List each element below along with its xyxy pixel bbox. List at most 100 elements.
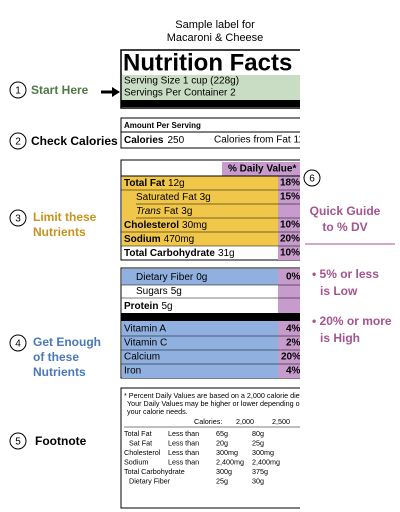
footnote-line: * Percent Daily Values are based on a 2,…: [124, 391, 304, 400]
serving-shade: [122, 75, 300, 100]
footnote-cell: Total Fat: [124, 429, 152, 438]
vitamin-dv: 20%: [281, 352, 301, 363]
callout-circle: [9, 209, 27, 227]
callout-circle: [9, 81, 27, 99]
footnote-cell: Dietary Fiber: [129, 476, 171, 485]
nutrient-name: Total Fat: [124, 178, 166, 189]
nutrient-name-italic: Trans: [136, 206, 161, 217]
header-line: Sample label for: [175, 19, 255, 31]
guide-text: • 5% or less: [312, 267, 379, 281]
callout-text: Quick Guide: [310, 204, 381, 218]
guide-text: • 20% or more: [312, 314, 392, 328]
nutrient-name: Fat: [164, 206, 179, 217]
callout-text: Limit these: [33, 210, 97, 224]
guide-text: is High: [320, 331, 360, 345]
nutrient-amount: 31g: [218, 248, 235, 259]
nutrient-amount: 0g: [196, 272, 207, 283]
footnote-cell: Less than: [168, 429, 199, 438]
nutrient-name: Protein: [124, 301, 158, 312]
vitamin-name: Vitamin C: [124, 338, 167, 349]
footnote-cell: 80g: [252, 429, 264, 438]
vitamin-name: Calcium: [124, 352, 160, 363]
nutrient-dv: 10%: [280, 220, 300, 231]
footnote-cell: Total Carbohydrate: [124, 467, 185, 476]
dv-header: % Daily Value*: [228, 164, 296, 175]
vitamin-dv: 4%: [286, 366, 301, 377]
amount-per-serving: Amount Per Serving: [124, 121, 201, 130]
footnote-cell: 65g: [216, 429, 228, 438]
nutrient-dv: 10%: [280, 248, 300, 259]
section-box: [120, 387, 300, 509]
nutrient-row: Trans Fat 3g: [136, 206, 192, 217]
nutrient-amount: 3g: [181, 206, 192, 217]
serving-size: Serving Size 1 cup (228g): [124, 76, 239, 87]
callout: 6 Quick Guide to % DV • 5% or less is Lo…: [303, 169, 395, 345]
nutrient-dv: 20%: [280, 234, 300, 245]
footnote-header: Calories:: [194, 417, 222, 426]
footnote-cell: Sodium: [124, 457, 148, 466]
nutrient-row: Cholesterol 30mg: [124, 220, 207, 231]
section-box: [120, 117, 300, 149]
callout-circle: [9, 432, 27, 450]
callout-number: 3: [15, 214, 21, 225]
callout-text: Start Here: [31, 83, 89, 97]
footnote-cell: Cholesterol: [124, 448, 161, 457]
footnote-cell: 2,400mg: [252, 457, 280, 466]
servings: Servings Per Container 2: [124, 88, 236, 99]
label: Nutrition Facts Serving Size 1 cup (228g…: [120, 49, 310, 509]
thick-bar: [121, 100, 300, 107]
limit-shade: [122, 176, 300, 246]
calories: Calories 250: [124, 135, 185, 146]
footnote-line: Your Daily Values may be higher or lower…: [127, 399, 304, 408]
dv-header-shade: [222, 162, 300, 176]
vitamin-name: Vitamin A: [124, 324, 166, 335]
nutrient-amount: 5g: [161, 301, 172, 312]
footnote-cell: 2,400mg: [216, 457, 244, 466]
footnote-cell: Less than: [168, 438, 199, 447]
guide-text: is Low: [320, 284, 358, 298]
arrow-head: [112, 87, 120, 97]
nutrient-row: Total Carbohydrate 31g: [124, 248, 235, 259]
calories-value: 250: [167, 135, 184, 146]
footnote-cell: 300mg: [216, 448, 238, 457]
nutrient-name: Cholesterol: [124, 220, 179, 231]
nutrient-amount: 3g: [200, 192, 211, 203]
footnote-cell: 25g: [216, 476, 228, 485]
vitamin-dv: 4%: [286, 324, 301, 335]
footnote-cell: 30g: [252, 476, 264, 485]
callout-circle: [9, 132, 27, 150]
footnote-cell: Less than: [168, 448, 199, 457]
label-title: Nutrition Facts: [123, 49, 292, 76]
callout: 1 Start Here: [9, 81, 120, 99]
header-line: Macaroni & Cheese: [167, 32, 264, 44]
footnote-header: 2,000: [236, 417, 254, 426]
callout-circle: [303, 169, 321, 187]
footnote-cell: Less than: [168, 457, 199, 466]
nutrient-amount: 470mg: [164, 234, 195, 245]
callout: 3 Limit these Nutrients: [9, 209, 97, 239]
callout: 5 Footnote: [9, 432, 87, 450]
vitamin-dv: 2%: [286, 338, 301, 349]
callout-text: Nutrients: [33, 225, 86, 239]
callout-number: 4: [15, 339, 21, 350]
calories-label: Calories: [124, 135, 164, 146]
nutrient-row: Total Fat 12g: [124, 178, 185, 189]
footnote-cell: Sat Fat: [129, 438, 152, 447]
callout-text: Nutrients: [33, 365, 86, 379]
footnote-cell: 300mg: [252, 448, 274, 457]
callout-number: 6: [309, 174, 315, 185]
footnote-cell: 25g: [252, 438, 264, 447]
nutrient-row: Sugars 5g: [136, 286, 182, 297]
callout-text: Check Calories: [31, 134, 118, 148]
callout-number: 2: [15, 137, 21, 148]
callout-number: 5: [15, 437, 21, 448]
footnote-table: Total Fat Less than 65g 80g Sat Fat Less than…: [124, 429, 280, 486]
nutrient-dv: 15%: [280, 192, 300, 203]
calories-from-fat: Calories from Fat 110: [214, 135, 310, 146]
callout: 4 Get Enough of these Nutrients: [9, 334, 101, 379]
footnote-header: 2,500: [272, 417, 290, 426]
callout: 2 Check Calories: [9, 132, 118, 150]
nutrient-amount: 12g: [168, 178, 185, 189]
callout-text: Get Enough: [33, 335, 101, 349]
